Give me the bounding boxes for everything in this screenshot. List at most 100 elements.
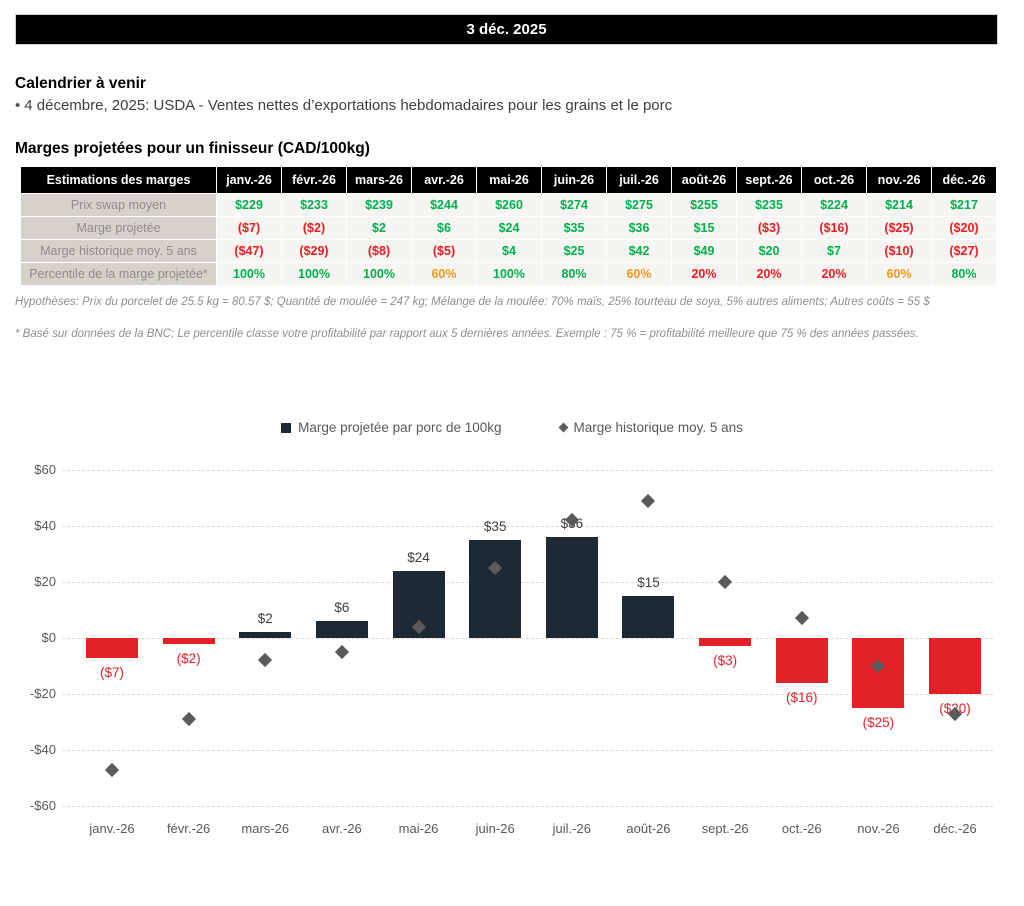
percentile-footnote: * Basé sur données de la BNC; Le percent…: [15, 328, 919, 340]
bar-7: [622, 596, 675, 638]
bar-6: [545, 537, 598, 638]
bar-1: [162, 638, 215, 644]
table-row: Marge historique moy. 5 ans ($47) ($29) ($8…: [20, 239, 997, 263]
row-label-0: Prix swap moyen: [20, 193, 217, 217]
gridline--40: [62, 750, 993, 751]
bar-value-label-3: $6: [334, 600, 350, 616]
x-tick-1: févr.-26: [166, 821, 211, 836]
x-tick-4: mai-26: [398, 821, 439, 836]
cell-r0-c9: $224: [801, 193, 867, 217]
cell-r1-c10: ($25): [866, 216, 932, 240]
month-header-10: nov.-26: [866, 166, 932, 194]
x-tick-11: déc.-26: [933, 821, 977, 836]
month-header-5: juin-26: [541, 166, 607, 194]
table-row: Percentile de la marge projetée* 100% 100%…: [20, 262, 997, 286]
assumptions-footnote: Hypothèses: Prix du porcelet de 25.5 kg …: [15, 296, 930, 308]
month-header-1: févr.-26: [281, 166, 347, 194]
bar-10: [852, 638, 905, 708]
row-label-1: Marge projetée: [20, 216, 217, 240]
cell-r1-c6: $36: [606, 216, 672, 240]
cell-r0-c0: $229: [216, 193, 282, 217]
legend-item-projected-margin: Marge projetée par porc de 100kg: [281, 420, 502, 435]
cell-r1-c11: ($20): [931, 216, 997, 240]
gridline-40: [62, 526, 993, 527]
month-header-11: déc.-26: [931, 166, 997, 194]
cell-r0-c7: $255: [671, 193, 737, 217]
cell-r1-c8: ($3): [736, 216, 802, 240]
row-label-2: Marge historique moy. 5 ans: [20, 239, 217, 263]
cell-r1-c0: ($7): [216, 216, 282, 240]
bar-value-label-7: $15: [637, 575, 660, 590]
month-header-3: avr.-26: [411, 166, 477, 194]
cell-r0-c1: $233: [281, 193, 347, 217]
cell-r3-c11: 80%: [931, 262, 997, 286]
bar-value-label-2: $2: [257, 611, 273, 627]
x-tick-9: oct.-26: [781, 821, 822, 836]
historical-marker-2: [258, 653, 273, 668]
x-tick-5: juin-26: [475, 821, 515, 836]
x-tick-2: mars-26: [241, 821, 290, 836]
table-header-row: Estimations des marges janv.-26 févr.-26 m…: [20, 166, 997, 194]
bar-value-label-0: ($7): [99, 664, 124, 680]
legend-label-historical-margin: Marge historique moy. 5 ans: [573, 420, 743, 435]
chart-legend: Marge projetée par porc de 100kg Marge h…: [0, 420, 1024, 435]
bar-5: [469, 540, 522, 638]
y-tick--60: -$60: [29, 798, 56, 813]
y-tick-40: $40: [34, 518, 56, 533]
month-header-8: sept.-26: [736, 166, 802, 194]
cell-r0-c2: $239: [346, 193, 412, 217]
bar-value-label-1: ($2): [176, 650, 201, 666]
cell-r3-c0: 100%: [216, 262, 282, 286]
gridline-0: [62, 638, 993, 639]
month-header-0: janv.-26: [216, 166, 282, 194]
bullet-icon: •: [15, 97, 21, 114]
month-header-2: mars-26: [346, 166, 412, 194]
cell-r2-c7: $49: [671, 239, 737, 263]
cell-r0-c11: $217: [931, 193, 997, 217]
cell-r2-c6: $42: [606, 239, 672, 263]
table-row: Prix swap moyen $229 $233 $239 $244 $260 $274 $…: [20, 193, 997, 217]
y-tick--40: -$40: [29, 742, 56, 757]
x-tick-7: août-26: [626, 821, 671, 836]
cell-r3-c9: 20%: [801, 262, 867, 286]
bar-value-label-5: $35: [483, 519, 507, 534]
x-tick-0: janv.-26: [89, 821, 135, 836]
report-date: 3 déc. 2025: [466, 21, 547, 38]
cell-r1-c4: $24: [476, 216, 542, 240]
month-header-6: juil.-26: [606, 166, 672, 194]
cell-r3-c2: 100%: [346, 262, 412, 286]
margin-chart: Marge projetée par porc de 100kg Marge h…: [0, 420, 1024, 860]
x-tick-8: sept.-26: [701, 821, 749, 836]
calendar-heading: Calendrier à venir: [15, 75, 146, 92]
row-label-3: Percentile de la marge projetée*: [20, 262, 217, 286]
cell-r2-c11: ($27): [931, 239, 997, 263]
cell-r3-c8: 20%: [736, 262, 802, 286]
diamond-series-swatch-icon: [558, 422, 568, 433]
cell-r1-c3: $6: [411, 216, 477, 240]
x-tick-3: avr.-26: [322, 821, 362, 836]
cell-r3-c5: 80%: [541, 262, 607, 286]
cell-r2-c4: $4: [476, 239, 542, 263]
date-banner: 3 déc. 2025: [15, 14, 998, 45]
y-tick-0: $0: [41, 630, 56, 645]
bar-series-swatch-icon: [281, 422, 292, 433]
cell-r2-c2: ($8): [346, 239, 412, 263]
historical-marker-3: [334, 644, 349, 660]
gridline-60: [62, 470, 993, 471]
historical-marker-0: [104, 762, 120, 777]
gridline-20: [62, 582, 993, 583]
x-tick-10: nov.-26: [857, 821, 900, 836]
month-header-4: mai-26: [476, 166, 542, 194]
cell-r0-c4: $260: [476, 193, 542, 217]
y-tick-60: $60: [34, 462, 56, 477]
cell-r0-c6: $275: [606, 193, 672, 217]
margins-table: Estimations des marges janv.-26 févr.-26 m…: [20, 166, 997, 286]
bar-11: [929, 638, 982, 694]
bar-value-label-9: ($16): [785, 689, 818, 705]
cell-r0-c10: $214: [866, 193, 932, 217]
cell-r1-c5: $35: [541, 216, 607, 240]
bar-0: [86, 638, 138, 658]
y-tick-20: $20: [34, 574, 56, 589]
cell-r3-c3: 60%: [411, 262, 477, 286]
cell-r1-c2: $2: [346, 216, 412, 240]
